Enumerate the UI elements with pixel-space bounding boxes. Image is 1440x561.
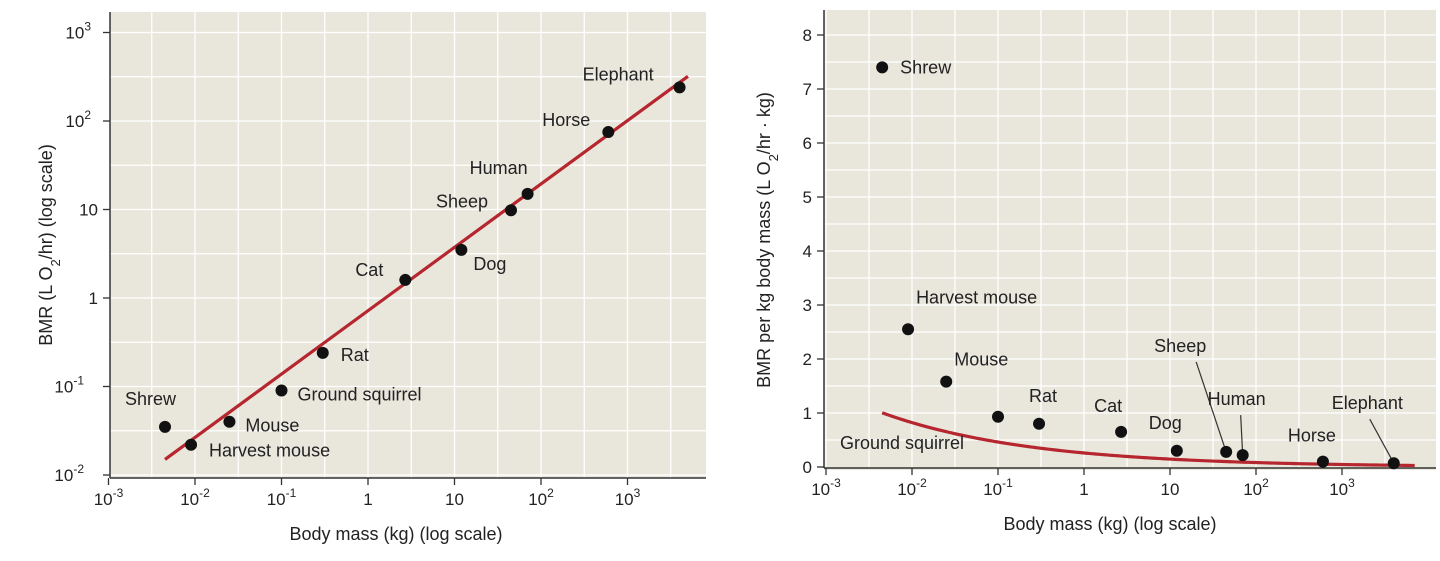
label-human: Human	[1208, 389, 1266, 409]
grid-right	[824, 10, 1436, 468]
leader-sheep	[1195, 361, 1227, 453]
y-tick-label: 102	[65, 108, 91, 131]
x-tick-label: 1	[363, 490, 372, 509]
x-tick-label: 10	[1161, 480, 1180, 499]
label-shrew: Shrew	[125, 389, 177, 409]
y-tick-label: 0	[803, 458, 812, 477]
y-tick-label: 3	[803, 296, 812, 315]
chart-right: 10-3 10-2 10-1 1 10 102 103 0 1 2 3 4 5 6 7 8 Shrew Harv…	[754, 10, 1436, 534]
point-rat	[1033, 417, 1046, 430]
x-tick-label: 103	[615, 486, 641, 509]
label-ground-squirrel: Ground squirrel	[840, 433, 964, 453]
points-left	[159, 81, 686, 451]
label-shrew: Shrew	[900, 57, 952, 77]
point-human	[1236, 449, 1249, 462]
x-tick-label: 10-1	[267, 486, 297, 509]
point-mouse	[223, 415, 236, 428]
y-tick-label: 4	[803, 242, 812, 261]
y-tick-label: 10	[79, 201, 98, 220]
point-human	[521, 187, 534, 200]
leader-human	[1240, 415, 1244, 456]
point-labels-right: Shrew Harvest mouse Mouse Ground squirrel Ra…	[840, 57, 1403, 452]
y-tick-label: 103	[65, 20, 91, 43]
plot-area-left	[110, 12, 706, 478]
y-tick-label: 5	[803, 188, 812, 207]
x-tick-label: 1	[1079, 480, 1088, 499]
point-ground-squirrel	[275, 384, 288, 397]
plot-area-right	[824, 10, 1436, 470]
point-sheep	[505, 204, 518, 217]
x-tick-label: 10-1	[983, 476, 1013, 499]
label-sheep: Sheep	[1154, 336, 1206, 356]
label-human: Human	[470, 158, 528, 178]
label-elephant: Elephant	[583, 64, 654, 84]
label-horse: Horse	[1288, 426, 1336, 446]
label-sheep: Sheep	[436, 191, 488, 211]
label-elephant: Elephant	[1332, 393, 1403, 413]
point-mouse	[940, 375, 953, 388]
ticks-left: 10-3 10-2 10-1 1 10 102 103 10-2 10-1 1 10 102 103	[54, 20, 640, 510]
chart-left: 10-3 10-2 10-1 1 10 102 103 10-2 10-1 1 10 102 103 S…	[36, 12, 706, 544]
label-mouse: Mouse	[954, 350, 1008, 370]
label-dog: Dog	[473, 254, 506, 274]
y-tick-label: 8	[803, 26, 812, 45]
y-axis-label-right: BMR per kg body mass (L O2/hr · kg)	[754, 92, 781, 388]
fit-curve-right-group	[881, 411, 1415, 468]
ticks-right: 10-3 10-2 10-1 1 10 102 103 0 1 2 3 4 5 6 7 8	[803, 26, 1356, 499]
fit-line	[164, 75, 689, 461]
grid-left	[110, 12, 706, 478]
x-tick-label: 10-3	[94, 486, 124, 509]
y-axis-label-left: BMR (L O2/hr) (log scale)	[36, 144, 63, 346]
point-dog	[455, 243, 468, 256]
point-dog	[1170, 444, 1183, 457]
label-ground-squirrel: Ground squirrel	[298, 385, 422, 405]
point-horse	[1316, 455, 1329, 468]
x-tick-label: 10	[445, 490, 464, 509]
label-rat: Rat	[341, 345, 369, 365]
leader-elephant	[1369, 418, 1395, 464]
label-dog: Dog	[1149, 413, 1182, 433]
point-horse	[602, 126, 615, 139]
point-sheep	[1220, 445, 1233, 458]
x-tick-label: 10-2	[180, 486, 210, 509]
label-rat: Rat	[1029, 386, 1057, 406]
label-harvest-mouse: Harvest mouse	[209, 441, 330, 461]
point-rat	[316, 346, 329, 359]
label-mouse: Mouse	[245, 416, 299, 436]
label-cat: Cat	[355, 260, 383, 280]
y-tick-label: 1	[89, 289, 98, 308]
y-tick-label: 7	[803, 80, 812, 99]
y-tick-label: 10-2	[54, 462, 84, 485]
points-right	[876, 61, 1400, 470]
fit-line-left-group	[164, 75, 689, 461]
y-tick-label: 2	[803, 350, 812, 369]
point-elephant	[673, 81, 686, 94]
x-tick-label: 103	[1329, 476, 1355, 499]
y-tick-label: 10-1	[54, 374, 84, 397]
label-cat: Cat	[1094, 396, 1122, 416]
leader-lines-right	[1195, 361, 1395, 464]
fit-curve	[881, 411, 1415, 468]
point-ground-squirrel	[992, 410, 1004, 423]
label-horse: Horse	[542, 110, 590, 130]
point-elephant	[1387, 457, 1400, 470]
x-axis-label-right: Body mass (kg) (log scale)	[1003, 514, 1216, 534]
y-tick-label: 1	[803, 404, 812, 423]
point-cat	[399, 273, 412, 286]
point-harvest-mouse	[902, 323, 915, 336]
x-tick-label: 102	[528, 486, 554, 509]
y-tick-label: 6	[803, 134, 812, 153]
point-cat	[1115, 425, 1128, 438]
point-shrew	[159, 420, 172, 433]
x-tick-label: 10-3	[811, 476, 841, 499]
x-tick-label: 10-2	[897, 476, 927, 499]
point-labels-left: Shrew Harvest mouse Mouse Ground squirrel Ra…	[125, 64, 654, 460]
label-harvest-mouse: Harvest mouse	[916, 287, 1037, 307]
point-harvest-mouse	[185, 438, 198, 451]
x-tick-label: 102	[1243, 476, 1269, 499]
x-axis-label-left: Body mass (kg) (log scale)	[289, 524, 502, 544]
point-shrew	[876, 61, 889, 74]
